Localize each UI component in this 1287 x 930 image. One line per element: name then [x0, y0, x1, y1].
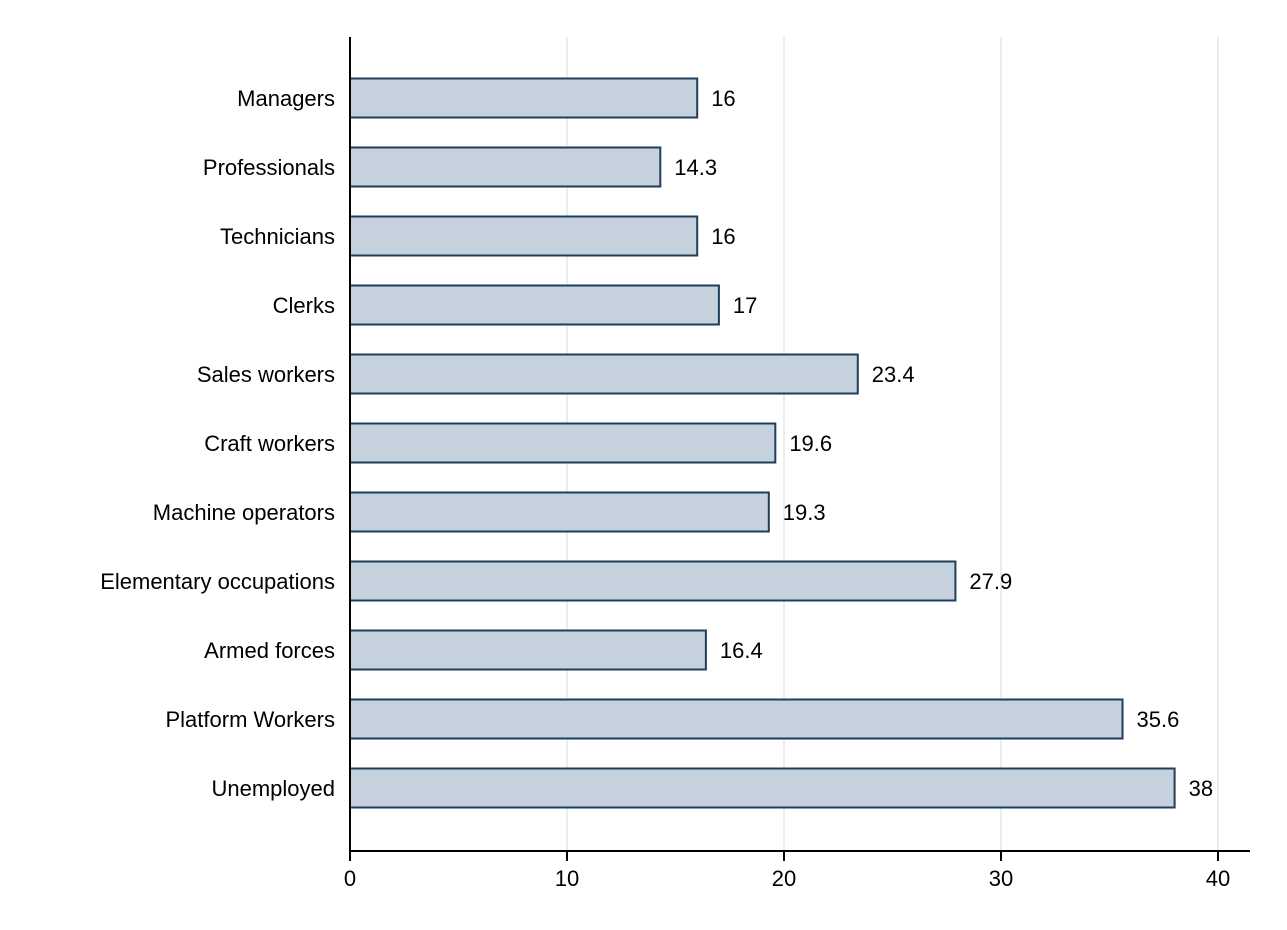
category-label-2: Technicians [220, 224, 335, 249]
x-tick-label-4: 40 [1206, 866, 1230, 891]
x-tick-label-1: 10 [555, 866, 579, 891]
value-label-4: 23.4 [872, 362, 915, 387]
bar-3 [349, 284, 720, 326]
value-label-8: 16.4 [720, 638, 763, 663]
value-label-2: 16 [711, 224, 735, 249]
bar-0 [349, 77, 699, 119]
value-label-10: 38 [1189, 776, 1213, 801]
bar-5 [349, 422, 777, 464]
bar-4 [349, 353, 859, 395]
bar-2 [349, 215, 699, 257]
bar-1 [349, 146, 662, 188]
category-label-3: Clerks [273, 293, 335, 318]
bar-6 [349, 491, 770, 533]
x-tick-label-2: 20 [772, 866, 796, 891]
category-label-8: Armed forces [204, 638, 335, 663]
category-label-1: Professionals [203, 155, 335, 180]
x-tick-label-0: 0 [344, 866, 356, 891]
bar-9 [349, 698, 1124, 740]
bar-8 [349, 629, 707, 671]
value-label-1: 14.3 [674, 155, 717, 180]
value-label-7: 27.9 [969, 569, 1012, 594]
category-label-0: Managers [237, 86, 335, 111]
value-label-0: 16 [711, 86, 735, 111]
value-label-3: 17 [733, 293, 757, 318]
value-label-9: 35.6 [1137, 707, 1180, 732]
value-label-5: 19.6 [789, 431, 832, 456]
value-label-6: 19.3 [783, 500, 826, 525]
category-label-10: Unemployed [211, 776, 335, 801]
category-label-9: Platform Workers [165, 707, 335, 732]
bar-10 [349, 767, 1176, 809]
category-label-4: Sales workers [197, 362, 335, 387]
category-label-7: Elementary occupations [100, 569, 335, 594]
category-label-5: Craft workers [204, 431, 335, 456]
category-label-6: Machine operators [153, 500, 335, 525]
bar-7 [349, 560, 957, 602]
x-tick-label-3: 30 [989, 866, 1013, 891]
